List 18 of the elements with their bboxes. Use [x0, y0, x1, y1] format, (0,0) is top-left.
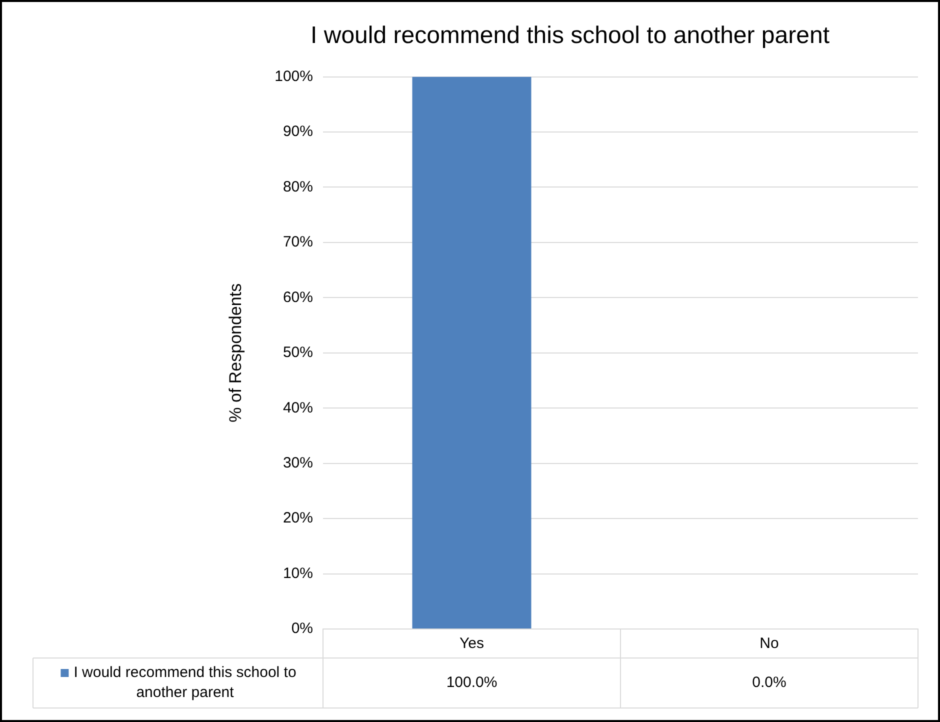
y-tick-label: 90%: [282, 123, 313, 140]
y-tick-label: 70%: [282, 234, 313, 251]
y-axis-title: % of Respondents: [226, 283, 245, 422]
y-tick-label: 40%: [282, 399, 313, 416]
x-tick-label: No: [760, 635, 779, 652]
y-tick-label: 0%: [291, 620, 313, 638]
y-tick-label: 60%: [282, 288, 313, 306]
y-tick-label: 30%: [282, 454, 313, 472]
data-label: 100.0%: [446, 674, 498, 692]
legend-label: I would recommend this school to another parent: [74, 664, 296, 702]
y-tick-label: 50%: [282, 344, 313, 362]
chart-title: I would recommend this school to another parent: [310, 22, 830, 50]
y-tick-label: 20%: [282, 510, 313, 527]
y-tick-label: 80%: [282, 178, 313, 196]
y-tick-label: 100%: [274, 68, 313, 85]
y-tick-label: 10%: [282, 564, 313, 582]
x-tick-label: Yes: [460, 635, 484, 652]
data-label: 0.0%: [752, 674, 786, 692]
